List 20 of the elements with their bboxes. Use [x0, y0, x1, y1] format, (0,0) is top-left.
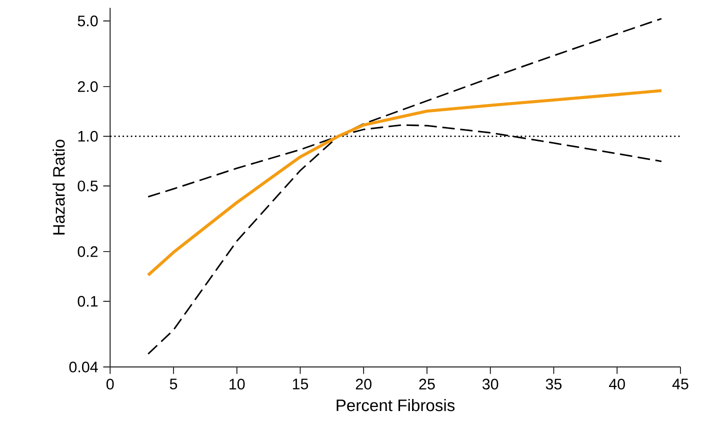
x-tick-label: 45 — [672, 378, 688, 390]
x-tick-label: 15 — [292, 378, 308, 390]
y-tick-label: 2.0 — [78, 81, 98, 92]
x-tick-label: 0 — [106, 378, 114, 390]
y-tick-label: 5.0 — [78, 16, 98, 26]
y-tick-label: 0.1 — [78, 296, 98, 307]
x-tick-label: 35 — [546, 378, 562, 390]
x-tick-label: 10 — [230, 378, 245, 390]
x-tick-label: 25 — [419, 378, 435, 390]
y-tick-label: 1.0 — [78, 130, 98, 142]
x-tick-label: 40 — [608, 378, 625, 390]
x-axis-title: Percent Fibrosis — [336, 399, 455, 412]
x-tick-label: 5 — [170, 378, 178, 390]
y-tick-label: 0.5 — [78, 180, 98, 192]
y-tick-label: 0.2 — [78, 246, 98, 258]
line-series — [146, 89, 663, 277]
x-tick-label: 20 — [356, 378, 372, 390]
y-axis-title: Hazard Ratio — [52, 140, 65, 234]
y-tick-label: 0.04 — [69, 362, 98, 372]
x-tick-label: 30 — [482, 378, 498, 390]
